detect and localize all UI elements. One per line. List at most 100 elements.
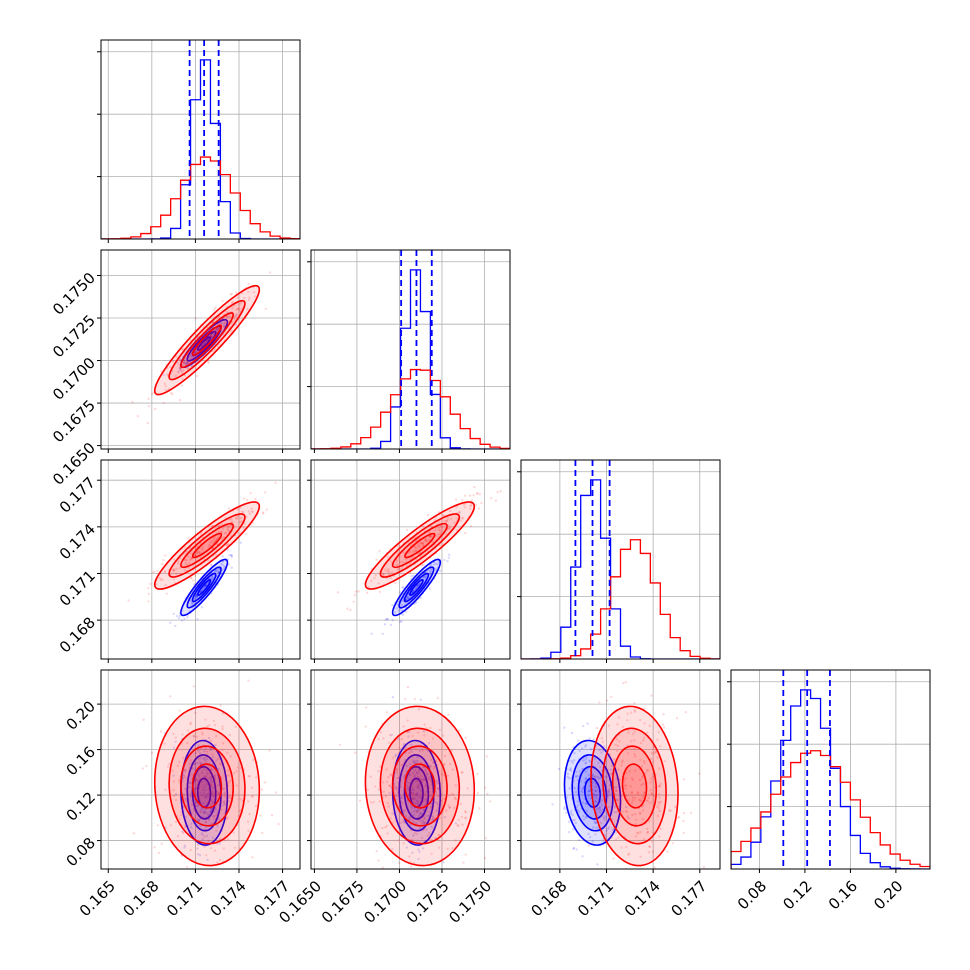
scatter-point [624,787,627,790]
scatter-point [411,734,414,738]
scatter-point [588,737,591,740]
scatter-point [594,821,598,824]
scatter-point [202,788,205,791]
scatter-point [448,806,452,809]
scatter-point [429,726,432,730]
scatter-point [194,778,198,781]
scatter-point [194,801,197,804]
scatter-point [193,574,197,577]
scatter-point [464,811,468,814]
scatter-point [172,568,175,571]
scatter-point [211,333,214,336]
scatter-point [595,793,599,797]
y-tick-label: 0.1700 [49,354,99,404]
scatter-point [677,815,681,819]
scatter-point [594,833,597,836]
scatter-point [421,765,425,768]
scatter-point [593,793,597,797]
scatter-point [424,576,428,579]
scatter-point [624,680,628,684]
scatter-point [460,815,464,819]
scatter-point [178,366,181,369]
scatter-point [217,327,221,330]
scatter-point [248,296,251,299]
scatter-point [204,718,207,721]
scatter-point [600,798,604,802]
scatter-point [440,799,444,803]
scatter-point [384,826,387,829]
x-tick-label: 0.16 [825,877,861,913]
scatter-point [409,762,412,766]
scatter-point [190,822,193,826]
scatter-point [412,814,415,817]
scatter-point [587,789,590,793]
scatter-point [199,811,202,814]
scatter-point [192,734,196,738]
scatter-point [243,526,246,529]
scatter-point [221,568,224,571]
scatter-point [172,788,175,792]
scatter-point [419,811,422,815]
scatter-point [412,821,415,824]
scatter-point [223,791,226,794]
scatter-point [204,761,208,764]
scatter-point [625,845,628,849]
scatter-point [214,570,218,573]
scatter-point [186,362,189,365]
scatter-point [238,520,242,524]
scatter-point [173,568,177,571]
panel-frame [520,459,721,660]
scatter-point [225,315,229,319]
scatter-point [381,572,385,576]
scatter-point [626,752,629,755]
scatter-point [210,799,213,802]
scatter-point [639,799,643,803]
scatter-point [603,769,607,772]
scatter-point [190,773,193,776]
scatter-point [639,741,643,745]
scatter-point [423,734,426,737]
scatter-point [412,759,415,762]
scatter-point [432,816,435,819]
scatter-point [415,585,419,589]
scatter-point [419,596,423,600]
y-tick-label: 0.1725 [49,311,99,361]
panel-frame [310,249,511,450]
scatter-point [249,492,252,495]
scatter-point [386,617,390,621]
scatter-point [182,773,185,777]
scatter-point [573,818,577,822]
scatter-point [414,802,417,805]
scatter-point [584,776,588,780]
scatter-point [635,818,638,822]
scatter-point [607,805,611,809]
scatter-point [226,769,230,772]
scatter-point [189,355,193,358]
scatter-point [211,795,215,798]
scatter-point [608,793,611,797]
scatter-point [652,752,656,755]
scatter-point [216,571,220,574]
scatter-point [646,799,649,803]
scatter-point [384,795,388,798]
scatter-point [207,839,210,843]
scatter-point [638,812,642,815]
scatter-point [600,875,602,877]
scatter-point [171,393,174,396]
scatter-point [455,505,458,509]
scatter-point [211,753,214,756]
scatter-point [616,799,620,802]
scatter-point [397,567,400,570]
scatter-point [675,717,679,720]
scatter-point [199,785,203,788]
scatter-point [585,809,588,813]
scatter-point [150,392,154,396]
scatter-point [223,799,226,803]
scatter-point [406,719,409,722]
scatter-point [415,549,418,553]
scatter-point [179,813,183,817]
scatter-point [227,800,231,803]
scatter-point [422,730,426,733]
scatter-point [437,528,441,532]
scatter-point [198,761,202,764]
